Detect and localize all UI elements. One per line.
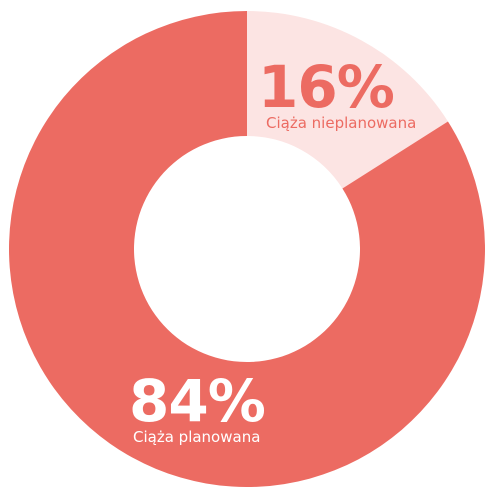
- slice-label-unplanned: Ciąża nieplanowana: [266, 114, 416, 132]
- donut-slice-planned: [9, 11, 485, 487]
- slice-percent-planned: 84%: [129, 367, 265, 435]
- slices-group: [9, 11, 485, 487]
- slice-label-group-planned: 84% Ciąża planowana: [129, 367, 266, 446]
- slice-label-group-unplanned: 16% Ciąża nieplanowana: [258, 53, 416, 132]
- slice-label-planned: Ciąża planowana: [133, 428, 260, 446]
- donut-slice-unplanned: [247, 11, 448, 189]
- slice-percent-unplanned: 16%: [258, 53, 394, 121]
